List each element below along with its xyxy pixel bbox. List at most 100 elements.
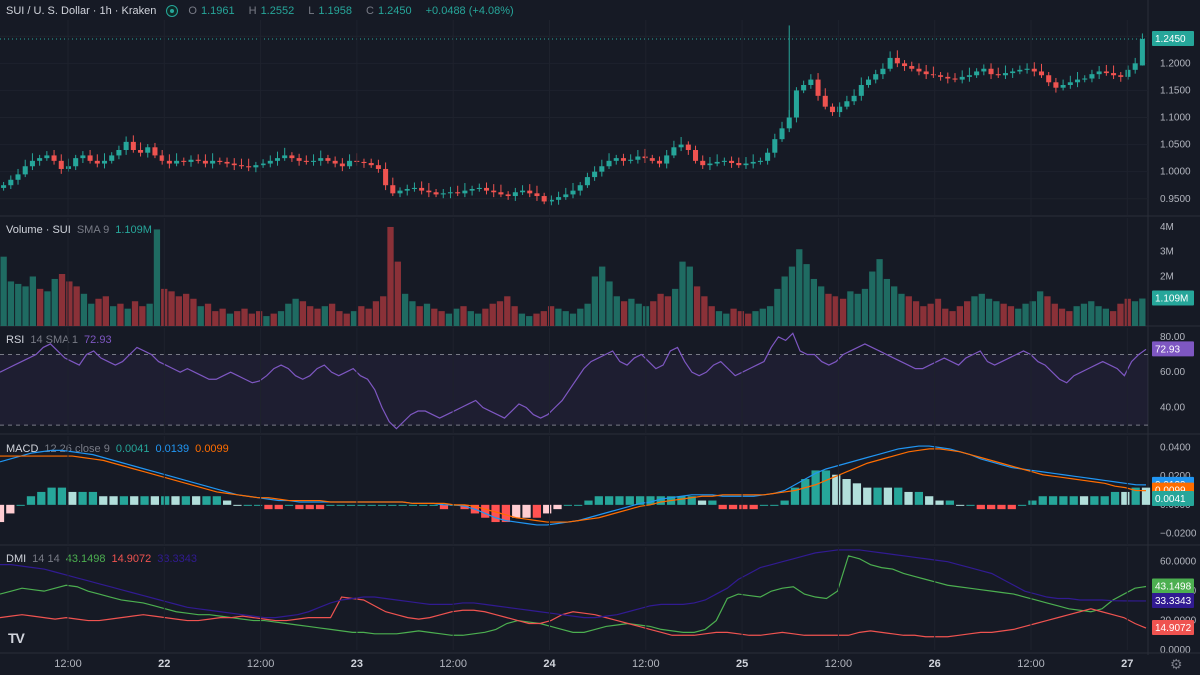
candle-body	[945, 76, 951, 79]
macd-histogram-bar	[708, 500, 717, 505]
macd-histogram-bar	[873, 487, 882, 505]
candle-body	[981, 68, 987, 72]
candle-body	[865, 79, 872, 85]
macd-histogram-bar	[987, 504, 996, 510]
volume-bar	[1131, 301, 1139, 326]
volume-bar	[285, 303, 292, 326]
volume-bar	[964, 301, 971, 326]
volume-bar	[66, 281, 73, 326]
macd-histogram-bar	[1131, 487, 1140, 505]
dmi-legend[interactable]: DMI 14 14 43.1498 14.9072 33.3343	[6, 553, 197, 565]
time-tick-label: 27	[1121, 658, 1133, 670]
macd-histogram-bar	[687, 496, 696, 505]
candle-body	[116, 150, 122, 156]
volume-bar	[978, 293, 985, 326]
dmi-plus-last-label: 43.1498	[1155, 582, 1192, 593]
price-tick-label: 0.9500	[1160, 194, 1191, 205]
candle-body	[339, 163, 345, 167]
volume-bar	[226, 313, 234, 326]
macd-histogram-bar	[842, 479, 851, 505]
macd-histogram-bar	[140, 496, 149, 505]
candle-body	[909, 66, 915, 69]
volume-bar	[58, 274, 66, 326]
macd-histogram-bar	[388, 504, 397, 506]
volume-bar	[29, 276, 36, 326]
macd-histogram-bar	[1059, 496, 1068, 505]
macd-histogram-bar	[605, 496, 614, 505]
macd-histogram-bar	[0, 504, 5, 523]
price-tick-label: 1.0000	[1160, 167, 1191, 178]
volume-bar	[701, 296, 708, 326]
candle-body	[649, 158, 655, 161]
candle-body	[238, 165, 244, 167]
candle-body	[231, 163, 237, 166]
macd-histogram-bar	[553, 504, 562, 510]
volume-bar	[934, 298, 942, 326]
volume-bar	[7, 281, 15, 326]
volume-bar	[1037, 291, 1044, 326]
macd-histogram-bar	[966, 504, 975, 506]
volume-bar	[474, 313, 482, 326]
volume-bar	[204, 303, 212, 326]
candle-body	[80, 155, 86, 159]
candle-body	[779, 128, 785, 140]
volume-bar	[1095, 306, 1102, 326]
candle-body	[267, 160, 273, 164]
candle-body	[693, 150, 699, 161]
symbol-title[interactable]: SUI / U. S. Dollar · 1h · Kraken	[6, 5, 157, 17]
open-label: O	[188, 5, 197, 17]
candle-body	[1082, 78, 1088, 80]
tradingview-logo[interactable]: TV	[8, 630, 25, 646]
volume-bar	[423, 303, 431, 326]
candle-body	[130, 141, 136, 150]
volume-bar	[708, 306, 715, 326]
market-status-icon[interactable]	[166, 5, 179, 17]
candle-body	[202, 160, 208, 164]
candle-body	[1, 185, 7, 188]
macd-histogram-bar	[68, 491, 77, 505]
dmi-tick-label: 60.0000	[1160, 557, 1197, 568]
settings-gear-icon[interactable]: ⚙	[1170, 656, 1183, 672]
candle-body	[873, 74, 879, 80]
last-price-label-bg	[1152, 30, 1194, 46]
candle-body	[303, 160, 309, 162]
macd-histogram-bar	[429, 504, 438, 506]
volume-bar	[453, 308, 460, 326]
candle-body	[58, 160, 64, 169]
last-price-label: 1.2450	[1155, 34, 1186, 45]
volume-bar	[577, 308, 584, 326]
rsi-legend[interactable]: RSI 14 SMA 1 72.93	[6, 334, 112, 346]
macd-histogram-bar	[171, 496, 180, 505]
candle-body	[1010, 71, 1016, 74]
volume-legend[interactable]: Volume · SUI SMA 9 1.109M	[6, 224, 152, 236]
time-tick-label: 22	[158, 658, 170, 670]
volume-bar	[927, 303, 934, 326]
macd-line	[0, 445, 1147, 526]
volume-bar	[905, 296, 912, 326]
volume-bar	[1088, 301, 1095, 326]
macd-hist-last-label-bg	[1152, 490, 1194, 506]
candle-body	[620, 158, 626, 161]
candle-body	[390, 185, 396, 194]
candle-body	[930, 74, 936, 76]
candle-body	[217, 160, 223, 162]
candle-body	[1002, 73, 1008, 76]
macd-histogram-bar	[594, 496, 603, 505]
volume-bar	[102, 296, 109, 326]
macd-histogram-bar	[161, 496, 170, 505]
volume-bar	[569, 313, 577, 326]
volume-bar	[796, 249, 803, 326]
rsi-last-label: 72.93	[1155, 344, 1180, 355]
macd-histogram-bar	[233, 504, 242, 506]
volume-bar	[657, 293, 664, 326]
macd-histogram-bar	[223, 500, 232, 505]
candle-body	[1067, 82, 1073, 85]
macd-histogram-bar	[852, 483, 862, 505]
macd-histogram-bar	[1079, 496, 1089, 505]
macd-tick-label: 0.0400	[1160, 442, 1191, 453]
candle-body	[210, 160, 216, 164]
volume-bar	[620, 301, 628, 326]
candle-body	[527, 190, 533, 194]
time-tick-label: 12:00	[632, 658, 660, 670]
